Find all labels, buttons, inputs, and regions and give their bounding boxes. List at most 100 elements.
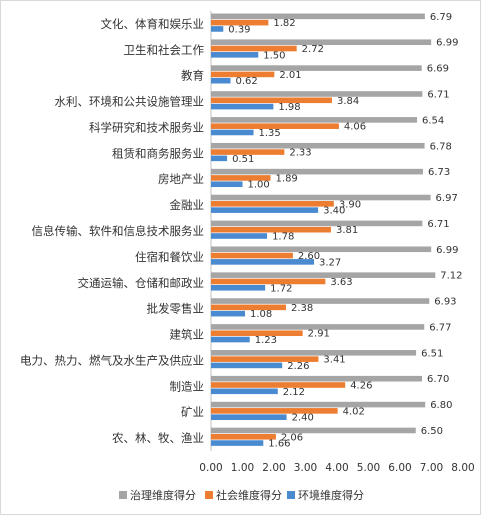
bar bbox=[211, 233, 268, 239]
bar bbox=[211, 252, 293, 259]
data-label: 2.01 bbox=[279, 70, 301, 81]
bar bbox=[211, 117, 418, 123]
x-tick-label: 8.00 bbox=[451, 462, 474, 474]
data-label: 6.51 bbox=[421, 348, 443, 359]
data-label: 6.79 bbox=[430, 12, 452, 23]
bar bbox=[211, 220, 423, 227]
data-label: 1.08 bbox=[250, 309, 272, 320]
bar bbox=[211, 440, 264, 446]
x-tick-label: 7.00 bbox=[420, 462, 443, 474]
data-label: 2.60 bbox=[298, 251, 320, 262]
bar bbox=[211, 414, 287, 420]
bar bbox=[211, 207, 319, 213]
bar bbox=[211, 310, 246, 317]
bar bbox=[211, 129, 254, 136]
bar bbox=[211, 226, 332, 233]
data-label: 1.00 bbox=[248, 180, 270, 191]
bar bbox=[211, 181, 243, 188]
data-label: 6.78 bbox=[430, 141, 452, 152]
bar bbox=[211, 155, 228, 162]
data-label: 3.84 bbox=[337, 96, 359, 107]
data-label: 2.12 bbox=[283, 387, 305, 398]
category-label: 卫生和社会工作 bbox=[124, 43, 205, 57]
data-label: 6.71 bbox=[427, 89, 449, 100]
category-label: 批发零售业 bbox=[147, 302, 205, 316]
data-label: 4.26 bbox=[350, 380, 372, 391]
legend-label: 社会维度得分 bbox=[216, 488, 282, 502]
bar bbox=[211, 45, 297, 52]
bar bbox=[211, 356, 319, 362]
data-label: 2.38 bbox=[291, 303, 313, 314]
category-label: 租赁和商务服务业 bbox=[112, 146, 204, 160]
legend-swatch bbox=[119, 491, 127, 499]
bar bbox=[211, 201, 334, 207]
data-label: 4.02 bbox=[343, 406, 365, 417]
bar bbox=[211, 168, 423, 175]
data-label: 6.93 bbox=[434, 297, 456, 308]
bar bbox=[211, 304, 286, 311]
legend-swatch bbox=[205, 491, 213, 499]
x-tick-label: 5.00 bbox=[357, 462, 380, 474]
bar bbox=[211, 149, 285, 155]
category-label: 矿业 bbox=[181, 405, 204, 419]
data-label: 6.71 bbox=[427, 219, 449, 230]
bar bbox=[211, 408, 338, 414]
bar bbox=[211, 382, 346, 388]
data-label: 3.27 bbox=[319, 257, 341, 268]
bar bbox=[211, 259, 315, 265]
data-label: 2.91 bbox=[308, 329, 330, 340]
data-label: 1.89 bbox=[276, 173, 298, 184]
data-label: 6.80 bbox=[430, 400, 452, 411]
data-label: 0.39 bbox=[228, 24, 250, 35]
category-label: 金融业 bbox=[170, 198, 205, 212]
x-tick-label: 1.00 bbox=[231, 462, 254, 474]
bar bbox=[211, 284, 266, 291]
legend-label: 环境维度得分 bbox=[298, 488, 364, 502]
bar bbox=[211, 401, 426, 408]
bar bbox=[211, 39, 432, 46]
category-label: 科学研究和技术服务业 bbox=[89, 120, 204, 134]
category-label: 水利、环境和公共设施管理业 bbox=[55, 95, 205, 109]
data-label: 3.41 bbox=[323, 355, 345, 366]
data-label: 6.70 bbox=[427, 374, 449, 385]
bar bbox=[211, 71, 275, 78]
bar bbox=[211, 350, 417, 356]
data-label: 1.66 bbox=[268, 439, 290, 450]
data-label: 1.23 bbox=[255, 335, 277, 346]
bar bbox=[211, 77, 231, 84]
bar bbox=[211, 65, 422, 71]
x-tick-label: 4.00 bbox=[325, 462, 348, 474]
bar bbox=[211, 13, 425, 20]
legend-label: 治理维度得分 bbox=[130, 488, 196, 502]
bar bbox=[211, 123, 339, 129]
bar bbox=[211, 103, 274, 110]
data-label: 4.06 bbox=[344, 122, 366, 133]
bar bbox=[211, 330, 303, 337]
x-tick-label: 6.00 bbox=[388, 462, 411, 474]
bar bbox=[211, 433, 276, 440]
data-label: 0.51 bbox=[232, 154, 254, 165]
bar bbox=[211, 388, 278, 395]
data-label: 2.72 bbox=[302, 44, 324, 55]
bar bbox=[211, 19, 269, 26]
data-label: 6.54 bbox=[422, 115, 444, 126]
bar bbox=[211, 52, 259, 58]
bar bbox=[211, 375, 423, 382]
category-label: 制造业 bbox=[170, 379, 205, 393]
x-tick-label: 0.00 bbox=[199, 462, 222, 474]
data-label: 6.69 bbox=[427, 64, 449, 75]
data-label: 1.50 bbox=[263, 50, 285, 61]
data-label: 2.33 bbox=[289, 148, 311, 159]
data-label: 6.73 bbox=[428, 167, 450, 178]
bar bbox=[211, 246, 432, 253]
data-label: 6.50 bbox=[421, 426, 443, 437]
data-label: 2.06 bbox=[281, 432, 303, 443]
data-label: 1.35 bbox=[259, 128, 281, 139]
data-label: 6.77 bbox=[429, 322, 451, 333]
data-label: 1.82 bbox=[273, 18, 295, 29]
x-tick-label: 3.00 bbox=[294, 462, 317, 474]
data-label: 6.99 bbox=[436, 245, 458, 256]
category-label: 交通运输、仓储和邮政业 bbox=[78, 276, 205, 290]
